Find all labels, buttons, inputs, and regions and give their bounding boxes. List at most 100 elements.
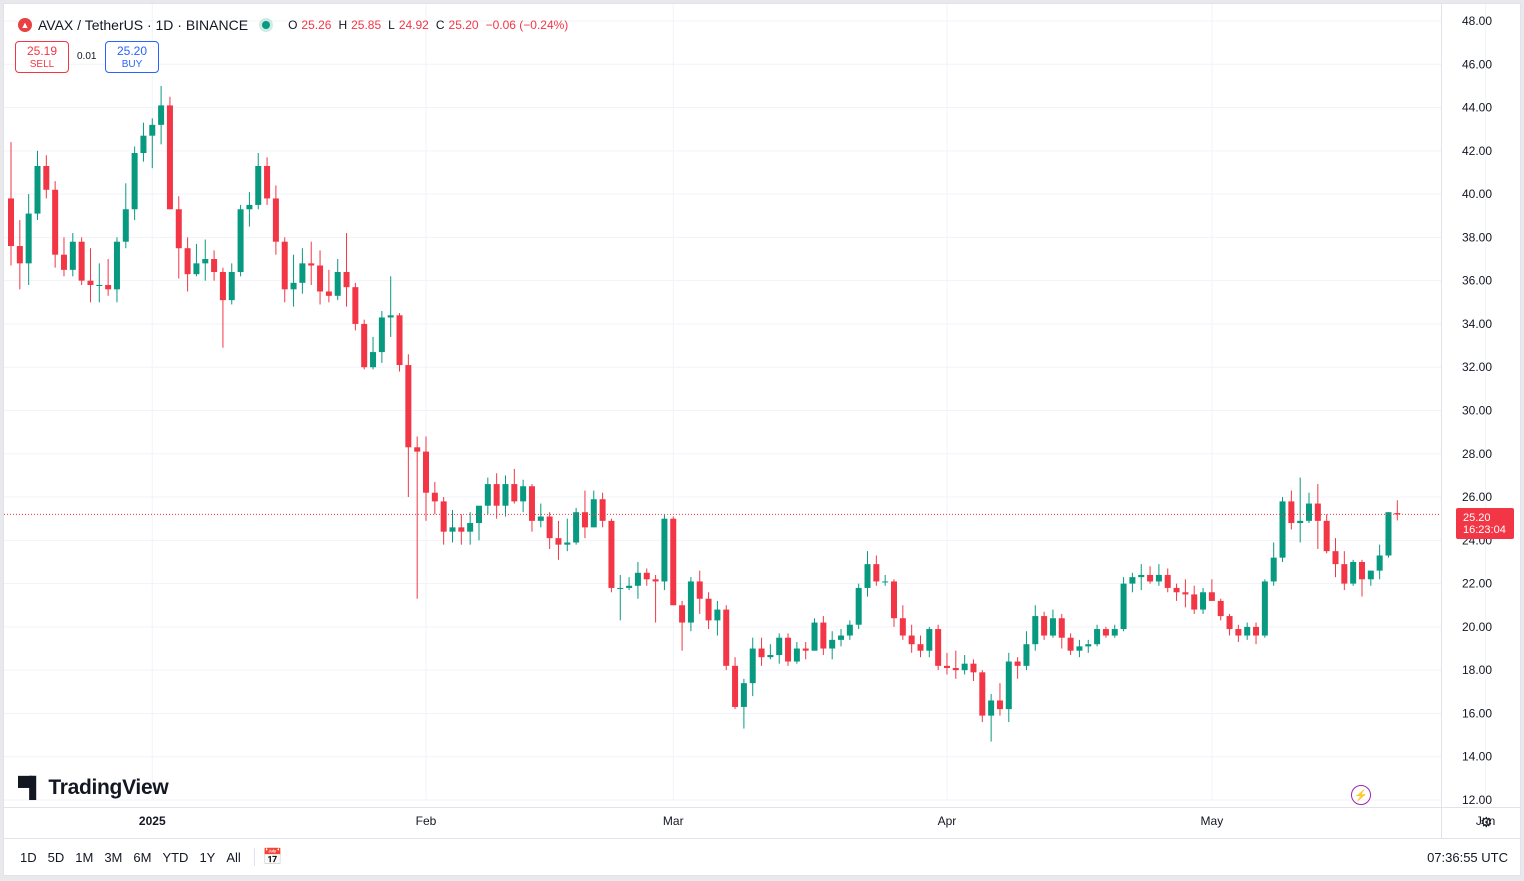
candle-body: [1270, 557, 1277, 582]
candles: [4, 85, 1441, 742]
sell-button[interactable]: 25.19 SELL: [15, 41, 69, 73]
candle-body: [749, 648, 756, 684]
candle-body: [952, 668, 959, 671]
candle-body: [970, 663, 977, 673]
candle-body: [1014, 661, 1021, 666]
candle-body: [78, 241, 85, 281]
candle-body: [1208, 592, 1215, 601]
range-1m[interactable]: 1M: [75, 849, 94, 865]
range-ytd[interactable]: YTD: [162, 849, 189, 865]
candle-body: [811, 622, 818, 651]
candle-body: [1288, 501, 1295, 524]
candle-body: [520, 486, 527, 502]
last-price-value: 25.20: [1463, 511, 1491, 524]
price-tick-label: 32.00: [1462, 360, 1492, 374]
candle-body: [1341, 564, 1348, 584]
tradingview-logo[interactable]: ▀▌ TradingView: [18, 776, 169, 800]
range-6m[interactable]: 6M: [133, 849, 152, 865]
sell-price: 25.19: [26, 44, 58, 58]
candle-body: [1155, 574, 1162, 582]
candle-body: [926, 629, 933, 651]
candle-body: [96, 284, 103, 286]
candle-body: [317, 265, 324, 292]
candle-body: [590, 499, 597, 528]
range-3m[interactable]: 3M: [104, 849, 123, 865]
candle-body: [166, 105, 173, 210]
price-axis[interactable]: 12.0014.0016.0018.0020.0022.0024.0026.00…: [1441, 4, 1493, 838]
candle-body: [1350, 561, 1357, 584]
price-tick-label: 14.00: [1462, 750, 1492, 764]
candle-body: [414, 447, 421, 452]
symbol-header[interactable]: ▲ AVAX / TetherUS · 1D · BINANCE O 25.26 …: [18, 14, 571, 36]
candle-body: [158, 105, 165, 125]
candle-body: [573, 512, 580, 543]
candle-body: [405, 365, 412, 448]
range-1d[interactable]: 1D: [20, 849, 37, 865]
candle-body: [802, 648, 809, 651]
candle-body: [343, 272, 350, 288]
candle-body: [617, 587, 624, 589]
candle-body: [1023, 644, 1030, 666]
range-all[interactable]: All: [226, 849, 241, 865]
candle-body: [8, 198, 14, 247]
market-open-icon: [262, 21, 271, 29]
candle-body: [1182, 592, 1189, 595]
candle-body: [25, 213, 32, 264]
calendar-icon[interactable]: 📅: [262, 849, 283, 866]
candle-body: [228, 272, 235, 301]
price-tick-label: 16.00: [1462, 706, 1492, 720]
candle-body: [996, 700, 1003, 710]
candle-body: [555, 538, 562, 545]
time-tick-label: May: [1201, 814, 1224, 828]
candle-body: [1200, 592, 1207, 610]
price-tick-label: 22.00: [1462, 577, 1492, 591]
time-tick-label: Apr: [938, 814, 957, 828]
candle-body: [1173, 587, 1180, 593]
range-5d[interactable]: 5D: [47, 849, 65, 865]
candle-body: [1129, 577, 1136, 584]
candle-body: [52, 189, 59, 255]
candle-body: [175, 209, 182, 249]
price-chart[interactable]: 12.0014.0016.0018.0020.0022.0024.0026.00…: [4, 4, 1520, 875]
candle-body: [1244, 626, 1251, 636]
candle-body: [281, 241, 288, 290]
candle-body: [1120, 583, 1127, 630]
utc-clock[interactable]: 07:36:55 UTC: [1427, 850, 1508, 865]
time-axis[interactable]: 2025 Feb Mar Apr May Jun: [4, 807, 1520, 839]
candle-body: [69, 241, 76, 270]
bolt-icon[interactable]: ⚡: [1351, 785, 1371, 805]
candle-body: [1279, 501, 1286, 558]
gear-icon[interactable]: ⚙: [1480, 814, 1493, 830]
candle-body: [1306, 503, 1313, 521]
tradingview-wordmark: TradingView: [48, 776, 169, 799]
candle-body: [219, 272, 226, 301]
buy-button[interactable]: 25.20 BUY: [105, 41, 159, 73]
price-tick-label: 28.00: [1462, 447, 1492, 461]
candle-body: [1111, 629, 1118, 636]
candle-body: [723, 609, 730, 666]
candle-body: [211, 259, 218, 273]
candle-body: [855, 587, 862, 625]
candle-body: [264, 165, 271, 199]
price-tick-label: 34.00: [1462, 317, 1492, 331]
candle-body: [696, 581, 703, 599]
candle-body: [246, 204, 253, 210]
candle-body: [546, 516, 553, 539]
time-tick-label: Jun: [1476, 814, 1495, 828]
symbol-title[interactable]: AVAX / TetherUS · 1D · BINANCE: [38, 17, 249, 33]
candle-body: [1094, 629, 1101, 645]
time-tick-label: Mar: [663, 814, 684, 828]
candle-body: [467, 523, 474, 532]
candle-body: [1376, 555, 1383, 571]
avax-logo-icon: ▲: [18, 18, 32, 32]
candle-body: [440, 501, 447, 532]
candle-body: [961, 663, 968, 671]
range-1y[interactable]: 1Y: [199, 849, 216, 865]
candle-body: [935, 629, 942, 666]
candle-body: [891, 581, 897, 619]
price-tick-label: 44.00: [1462, 101, 1492, 115]
candle-body: [60, 254, 67, 270]
last-price-badge: 25.20 16:23:04: [1456, 508, 1514, 539]
divider: [253, 848, 255, 866]
price-tick-label: 12.00: [1462, 793, 1492, 807]
